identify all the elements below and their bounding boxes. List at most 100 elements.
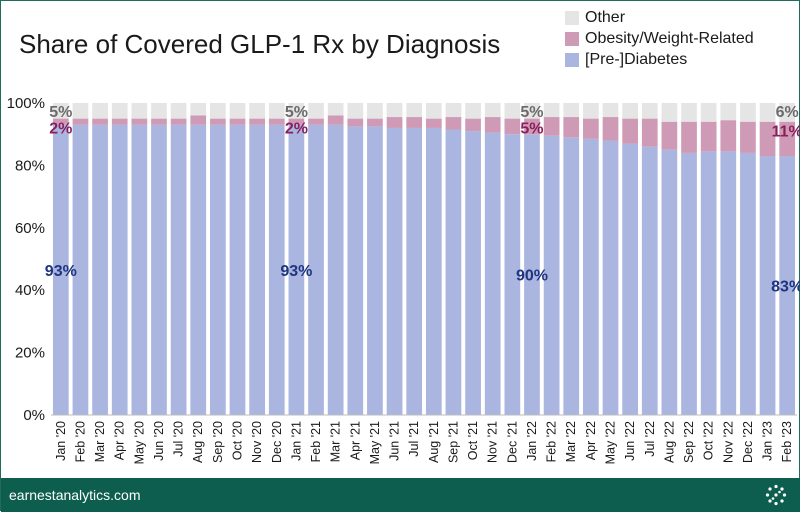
bar-segment-diabetes [92, 124, 108, 415]
bar-segment-other [484, 103, 501, 118]
bar-segment-other [583, 103, 599, 119]
bar-segment-obesity [190, 115, 207, 125]
bar-segment-diabetes [779, 156, 796, 416]
bar-segment-diabetes [249, 124, 265, 415]
data-label-diabetes: 83% [771, 279, 800, 296]
bar-segment-other [543, 103, 560, 118]
data-label-diabetes: 93% [45, 263, 77, 280]
x-tick-label: Jul '21 [407, 421, 421, 457]
data-label-other: 5% [285, 104, 308, 121]
bar-segment-other [249, 103, 265, 119]
bar-segment-diabetes [229, 124, 246, 415]
bar-segment-obesity [661, 121, 678, 150]
bar-segment-obesity [602, 117, 619, 141]
bar-segment-diabetes [386, 127, 403, 416]
x-tick-label: Nov '21 [486, 421, 500, 463]
bar-segment-diabetes [131, 124, 148, 415]
legend-label-other: Other [585, 8, 626, 26]
bar-segment-obesity [779, 121, 796, 157]
x-tick-label: Jun '21 [388, 421, 402, 461]
data-label-diabetes: 93% [280, 263, 312, 280]
bar-segment-obesity [583, 118, 599, 139]
bar-segment-diabetes [406, 127, 423, 416]
footer-site-link[interactable]: earnestanalytics.com [9, 487, 141, 503]
bar-segment-obesity [131, 118, 148, 125]
bar-segment-obesity [720, 120, 737, 152]
x-tick-label: Nov '22 [721, 421, 735, 463]
x-tick-label: Mar '21 [329, 421, 343, 462]
bar-segment-obesity [386, 117, 403, 128]
y-tick-label: 40% [15, 282, 45, 299]
legend-item-other: Other [565, 7, 754, 28]
x-tick-label: Jan '20 [54, 421, 68, 461]
data-label-obesity: 2% [49, 121, 72, 138]
bar-segment-diabetes [268, 124, 285, 415]
x-tick-label: Jun '22 [623, 421, 637, 461]
bar-segment-diabetes [445, 129, 462, 415]
y-tick-label: 80% [15, 157, 45, 174]
bar-segment-other [170, 103, 187, 119]
bar-segment-obesity [229, 118, 246, 125]
bar-segment-other [720, 103, 737, 121]
bar-segment-obesity [367, 118, 383, 127]
bar-segment-diabetes [308, 124, 324, 415]
x-tick-label: Aug '22 [662, 421, 676, 463]
bar-segment-diabetes [288, 124, 305, 415]
data-label-obesity: 11% [772, 124, 800, 141]
data-label-other: 5% [49, 104, 72, 121]
bar-segment-obesity [465, 118, 481, 132]
x-tick-label: May '21 [368, 421, 382, 464]
bar-segment-other [268, 103, 285, 119]
bar-segment-other [288, 103, 305, 119]
legend-item-diabetes: [Pre-]Diabetes [565, 49, 754, 70]
bar-segment-other [52, 103, 69, 119]
bar-segment-other [681, 103, 697, 122]
bar-segment-other [367, 103, 383, 119]
bar-segment-other [759, 103, 776, 122]
chart-legend: Other Obesity/Weight-Related [Pre-]Diabe… [565, 7, 754, 70]
bar-segment-obesity [681, 121, 697, 153]
y-tick-label: 0% [23, 407, 45, 424]
x-tick-label: Aug '20 [191, 421, 205, 463]
x-tick-label: May '22 [604, 421, 618, 464]
bar-segment-obesity [327, 115, 344, 125]
bar-segment-diabetes [740, 152, 756, 416]
bar-segment-obesity [425, 118, 442, 128]
bar-segment-diabetes [465, 131, 481, 415]
bar-segment-obesity [249, 118, 265, 125]
bar-segment-other [563, 103, 580, 118]
bar-segment-other [425, 103, 442, 119]
legend-swatch-obesity [565, 31, 579, 46]
data-label-obesity: 2% [285, 121, 308, 138]
bar-segment-obesity [308, 118, 324, 125]
bar-segment-other [641, 103, 658, 119]
x-tick-label: Dec '21 [505, 421, 519, 463]
bar-segment-other [740, 103, 756, 122]
bar-segment-obesity [543, 117, 560, 136]
x-tick-label: Apr '20 [113, 421, 127, 460]
bar-segment-obesity [445, 117, 462, 130]
bar-segment-obesity [700, 121, 717, 152]
legend-swatch-diabetes [565, 52, 579, 67]
x-tick-label: Sep '21 [446, 421, 460, 463]
bar-segment-other [210, 103, 226, 119]
bar-segment-diabetes [524, 134, 540, 415]
x-tick-label: Feb '20 [73, 421, 87, 462]
data-label-other: 5% [520, 104, 543, 121]
bar-segment-other [465, 103, 481, 119]
legend-swatch-other [565, 10, 579, 25]
x-tick-label: Jul '20 [172, 421, 186, 457]
bar-segment-other [327, 103, 344, 116]
bar-segment-other [111, 103, 128, 119]
x-tick-label: Dec '20 [270, 421, 284, 463]
bar-segment-diabetes [681, 152, 697, 416]
bar-segment-diabetes [484, 132, 501, 415]
bar-segment-obesity [111, 118, 128, 125]
bar-segment-obesity [170, 118, 187, 125]
bar-segment-diabetes [602, 140, 619, 415]
bar-segment-other [151, 103, 167, 119]
bar-segment-obesity [268, 118, 285, 125]
legend-label-obesity: Obesity/Weight-Related [585, 29, 754, 47]
x-tick-label: Apr '22 [584, 421, 598, 460]
